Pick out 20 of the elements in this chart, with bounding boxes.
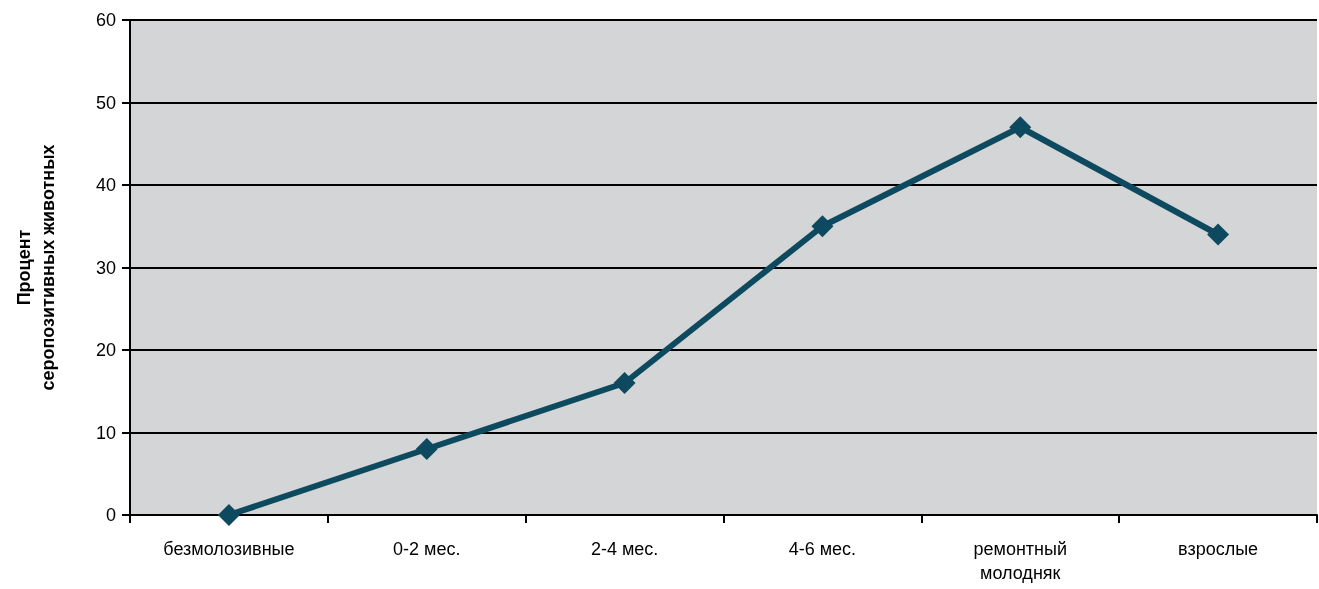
y-tick-label: 40 [95, 175, 116, 195]
point [613, 372, 636, 394]
point [811, 215, 834, 238]
x-tick-label: 0-2 мес. [393, 539, 461, 559]
y-tick-label: 50 [95, 92, 116, 113]
x-tick-label: ремонтный молодняк [973, 539, 1068, 583]
y-tick-label: 60 [95, 10, 116, 30]
y-tick-label: 0 [105, 505, 116, 525]
y-tick-label: 10 [95, 422, 116, 443]
x-tick-label: 2-4 мес. [590, 539, 659, 559]
x-tick-label: безмолозивные [163, 539, 295, 559]
point [415, 438, 438, 460]
point [1009, 116, 1032, 139]
y-tick-label: 30 [95, 257, 116, 278]
x-tick-label: взрослые [1178, 539, 1259, 559]
point [1207, 223, 1230, 246]
point [217, 504, 240, 526]
x-tick-label: 4-6 мес. [788, 539, 857, 559]
y-axis-title: Процент серопозитивных животных [14, 144, 58, 391]
y-tick-label: 20 [95, 340, 116, 360]
